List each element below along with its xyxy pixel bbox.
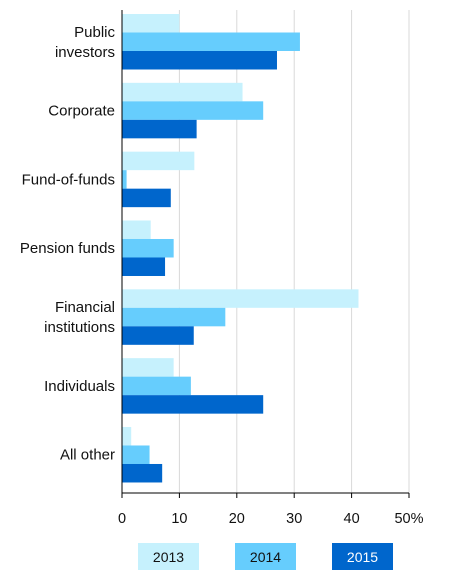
legend-item-2014: 2014: [235, 543, 296, 570]
x-tick-label: 50%: [394, 511, 423, 527]
x-tick-label: 10: [171, 511, 187, 527]
category-label: Corporate: [48, 103, 115, 120]
x-tick-label: 40: [344, 511, 360, 527]
legend-label: 2015: [347, 549, 378, 565]
category-label: Public investors: [55, 24, 116, 61]
bar-2013: [122, 358, 174, 377]
bar-2013: [122, 14, 179, 33]
bar-2015: [122, 395, 263, 414]
bar-2014: [122, 170, 127, 189]
category-label-line: All other: [60, 447, 115, 464]
category-labels: Public investors Corporate Fund-of-funds Pen…: [20, 24, 116, 464]
bar-2014: [122, 445, 150, 464]
bar-2014: [122, 101, 263, 120]
legend: 2013 2014 2015: [138, 543, 393, 570]
bar-2015: [122, 51, 277, 70]
category-label-line: Corporate: [48, 103, 115, 120]
category-label-line: Financial: [55, 299, 115, 316]
category-label-line: Fund-of-funds: [22, 171, 115, 188]
legend-label: 2013: [153, 549, 184, 565]
x-tick-label: 20: [229, 511, 245, 527]
bar-2015: [122, 120, 197, 139]
grid-lines: [179, 10, 409, 493]
bar-2015: [122, 326, 194, 345]
bars: [122, 14, 358, 482]
category-label: Fund-of-funds: [22, 171, 115, 188]
bar-2013: [122, 152, 194, 171]
bar-2014: [122, 33, 300, 52]
legend-item-2013: 2013: [138, 543, 199, 570]
bar-2013: [122, 289, 358, 308]
bar-2015: [122, 257, 165, 276]
category-label-line: institutions: [44, 319, 115, 336]
legend-label: 2014: [250, 549, 281, 565]
category-label-line: investors: [55, 44, 115, 61]
legend-item-2015: 2015: [332, 543, 393, 570]
bar-2014: [122, 308, 225, 327]
bar-2013: [122, 220, 151, 239]
category-label: Pension funds: [20, 240, 115, 257]
bar-2015: [122, 464, 162, 483]
bar-2013: [122, 83, 243, 102]
bar-2013: [122, 427, 131, 446]
category-label: Financial institutions: [44, 299, 115, 336]
category-label: All other: [60, 447, 115, 464]
category-label-line: Public: [74, 24, 115, 41]
category-label-line: Individuals: [44, 378, 115, 395]
x-axis-ticks: 0 10 20 30 40 50%: [118, 493, 424, 527]
bar-2014: [122, 377, 191, 396]
category-label: Individuals: [44, 378, 115, 395]
bar-2015: [122, 189, 171, 208]
x-tick-label: 30: [286, 511, 302, 527]
bar-2014: [122, 239, 174, 257]
category-label-line: Pension funds: [20, 240, 115, 257]
x-tick-label: 0: [118, 511, 126, 527]
